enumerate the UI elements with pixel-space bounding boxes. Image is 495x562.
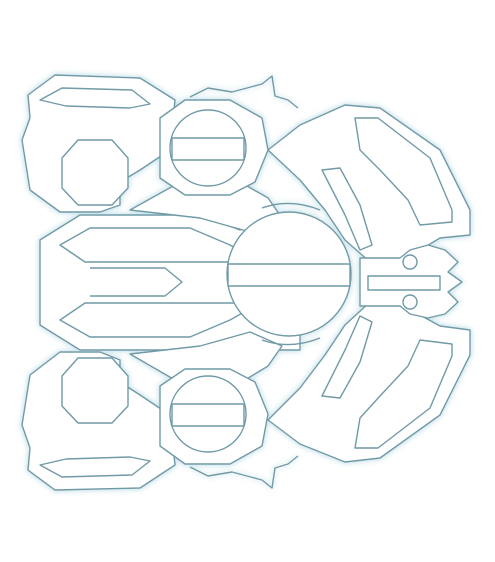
upper-left-wing-top-rail [39,87,151,109]
central-sphere-band [227,263,351,287]
upper-sphere-band [171,137,245,161]
central-spine-lower-rail [59,302,261,338]
central-sphere-ring [261,202,321,346]
right-coupler-bar [367,275,441,291]
right-coupler-bolt-lower [402,294,418,310]
right-armor-plate-lower-inner [354,339,453,449]
lower-sphere-band [171,403,245,427]
right-armor-plate-upper-inner [354,117,453,226]
right-armor-plate-upper-slit [321,167,373,251]
right-coupler-bolt-upper [402,254,418,270]
upper-pod-detail [189,75,299,109]
central-spine-upper-rail [59,227,261,263]
right-armor-plate-lower-slit [321,315,373,399]
upper-left-hex-panel [61,139,129,206]
lower-pod-detail [189,455,299,489]
lower-left-hex-panel [61,357,129,424]
central-spine-arrow [90,267,183,297]
lower-left-wing-bottom-rail [39,456,151,478]
